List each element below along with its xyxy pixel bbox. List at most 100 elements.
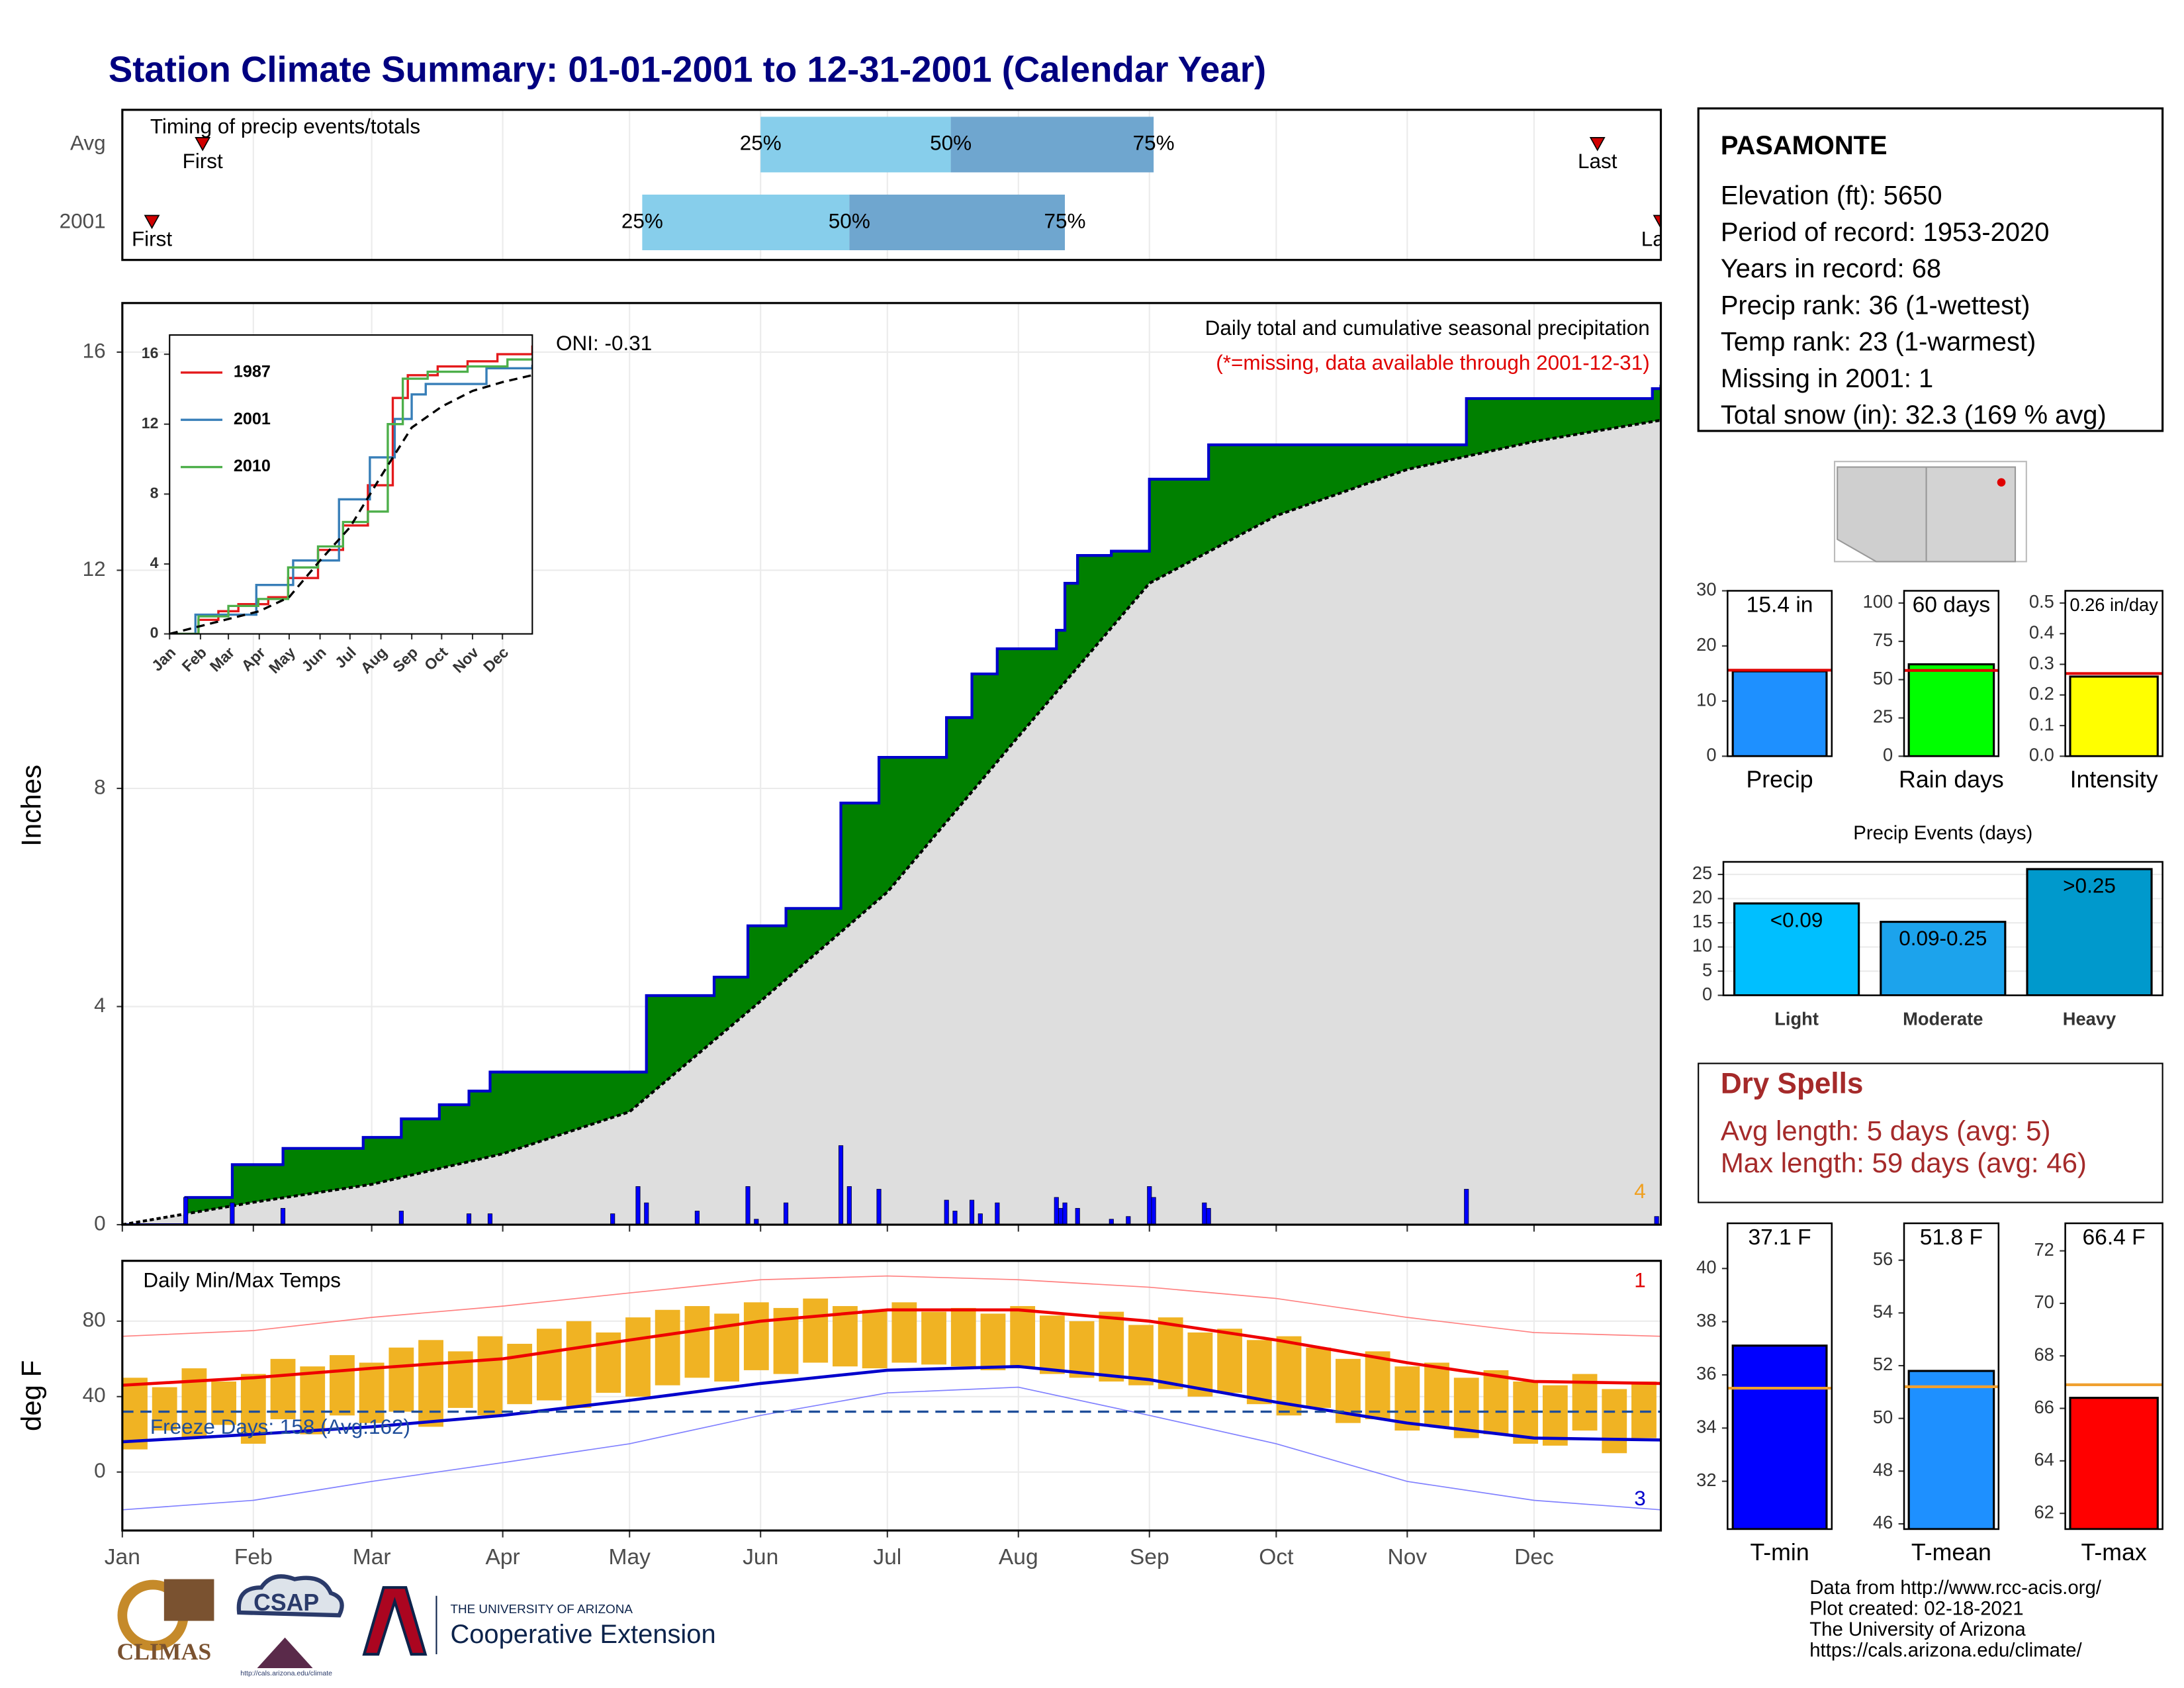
- panel-frame: [1903, 590, 2000, 757]
- x-tick-label: Sep: [1130, 1545, 1169, 1570]
- plot-area: [2065, 672, 2163, 757]
- value-label: 15.4 in: [1747, 592, 1813, 617]
- x-tick-label: May: [609, 1545, 651, 1570]
- y-tick-label: 5: [1702, 959, 1712, 980]
- logos: CLIMAS CSAP http://cals.arizona.edu/clim…: [116, 1574, 716, 1677]
- plot-area: [1904, 663, 1999, 757]
- average-line: [122, 1308, 1661, 1387]
- daily-bar: [610, 1213, 615, 1225]
- temp-bar: [240, 1374, 266, 1444]
- plot-area: [122, 303, 1661, 1225]
- event-marker: [1653, 214, 1661, 230]
- temp-bar: [122, 1378, 148, 1450]
- temp-bar: [359, 1362, 385, 1423]
- y-tick-label: 56: [1873, 1248, 1893, 1269]
- count-label: 4: [1634, 1179, 1646, 1203]
- x-tick-label: Mar: [353, 1545, 391, 1570]
- subtitle: Daily total and cumulative seasonal prec…: [1205, 316, 1650, 340]
- record-high-count: 1: [1634, 1268, 1646, 1291]
- daily-bar: [183, 1197, 189, 1225]
- record-low-count: 3: [1634, 1486, 1646, 1510]
- daily-bar: [487, 1213, 493, 1225]
- x-tick-label: Aug: [999, 1545, 1038, 1570]
- range-bar: [642, 194, 850, 250]
- bar: [2069, 675, 2159, 757]
- x-tick-label: Feb: [234, 1545, 273, 1570]
- temp-bar: [418, 1340, 443, 1427]
- station-box: [1697, 107, 2164, 432]
- y-tick-label: 25: [1873, 706, 1893, 727]
- event-label: Last: [1641, 227, 1681, 251]
- daily-bar: [1147, 1186, 1152, 1225]
- bar: [1880, 920, 2007, 996]
- row-label: Avg: [70, 131, 106, 155]
- panel-frame: [121, 1260, 1662, 1532]
- daily-bar: [1062, 1202, 1068, 1225]
- csap-text: CSAP: [253, 1589, 319, 1616]
- chart-title: Precip Events (days): [1853, 822, 2032, 844]
- station-line: Period of record: 1953-2020: [1721, 218, 2050, 247]
- event-marker: [195, 137, 211, 152]
- y-tick-label: 72: [2034, 1239, 2054, 1260]
- y-tick-label: 10: [1696, 689, 1716, 710]
- freeze-label: Freeze Days: 158 (Avg:162): [150, 1415, 410, 1438]
- daily-bar: [1058, 1207, 1064, 1225]
- temp-bar: [1306, 1347, 1332, 1408]
- daily-bar: [846, 1186, 852, 1225]
- note: (*=missing, data available through 2001-…: [1216, 351, 1649, 375]
- quantile-label: 25%: [621, 209, 663, 232]
- y-tick-label: 52: [1873, 1354, 1893, 1374]
- value-label: <0.09: [1770, 908, 1823, 931]
- station-dot: [1997, 478, 2006, 487]
- temp-bar: [1158, 1317, 1183, 1389]
- daily-bar: [694, 1211, 700, 1225]
- y-tick-label: 20: [1692, 887, 1712, 908]
- temp-bar: [1424, 1362, 1449, 1427]
- temp-bar: [536, 1329, 562, 1401]
- event-marker: [1589, 137, 1606, 152]
- x-tick-label: Oct: [1259, 1545, 1294, 1570]
- y-tick-label: 8: [94, 774, 106, 798]
- category-label: Precip: [1746, 767, 1813, 793]
- bar: [1733, 902, 1860, 996]
- y-tick-label: 36: [1696, 1363, 1716, 1383]
- daily-bar: [280, 1207, 286, 1225]
- temp-bar: [211, 1382, 237, 1425]
- temp-bar: [1128, 1325, 1154, 1385]
- record-line: [122, 1275, 1661, 1337]
- climas-icon: [163, 1579, 214, 1621]
- quantile-label: 75%: [1044, 209, 1086, 232]
- station-line: Elevation (ft): 5650: [1721, 181, 1942, 211]
- panel-frame: [169, 334, 533, 635]
- map-state: [1837, 466, 1927, 563]
- value-label: 60 days: [1913, 592, 1991, 617]
- x-tick-label: Jul: [873, 1545, 901, 1570]
- category-label: Light: [1774, 1009, 1819, 1029]
- value-label: 37.1 F: [1748, 1225, 1811, 1250]
- daily-bar: [1202, 1202, 1207, 1225]
- station-line: Missing in 2001: 1: [1721, 364, 1933, 393]
- y-tick-label: 0.4: [2029, 622, 2054, 642]
- range-bar: [760, 117, 951, 173]
- temp-bar: [330, 1355, 355, 1416]
- temp-bar: [566, 1321, 592, 1408]
- temp-bar: [300, 1366, 326, 1434]
- panel-frame: [1722, 861, 2163, 996]
- daily-bar: [944, 1199, 949, 1225]
- range-bar: [849, 194, 1066, 250]
- legend-label: 1987: [234, 362, 271, 381]
- daily-bar: [644, 1202, 649, 1225]
- station-line: Precip rank: 36 (1-wettest): [1721, 291, 2030, 320]
- y-tick-label: 8: [150, 484, 159, 501]
- series-line: [169, 357, 533, 634]
- station-name: PASAMONTE: [1721, 131, 1888, 160]
- panel-frame: [121, 109, 1662, 261]
- y-tick-label: 75: [1873, 630, 1893, 650]
- panel-frame: [2064, 1222, 2163, 1530]
- temp-bar: [1010, 1306, 1036, 1369]
- record-line: [122, 1386, 1661, 1511]
- average-line: [122, 418, 1661, 1225]
- daily-bar: [969, 1199, 975, 1225]
- temp-bar: [625, 1317, 651, 1397]
